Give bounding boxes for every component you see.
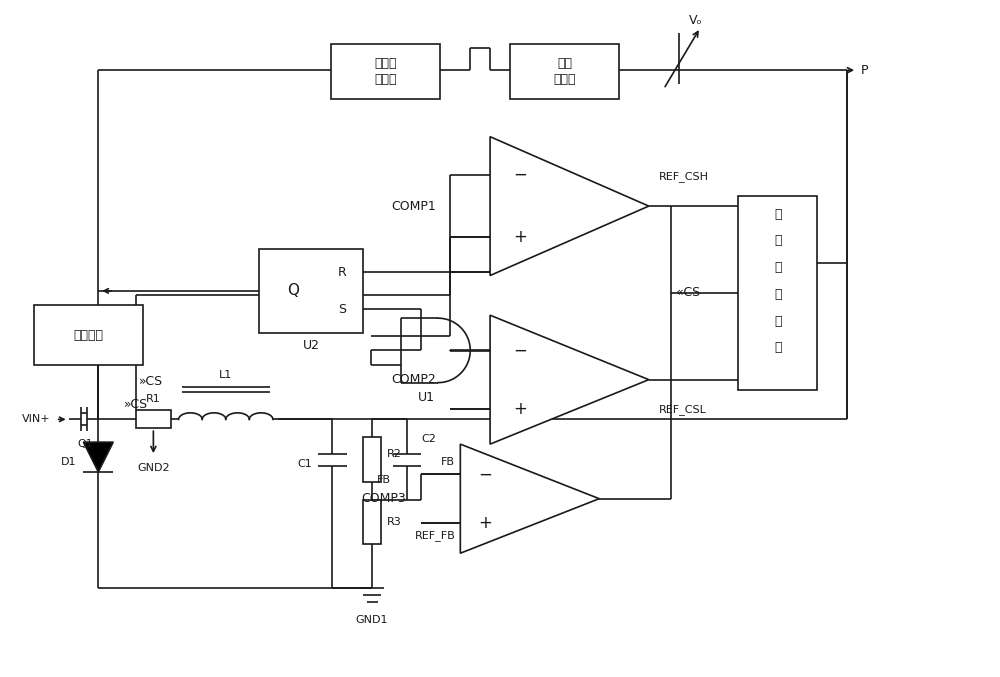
Text: COMP2: COMP2	[391, 373, 436, 386]
Text: −: −	[478, 465, 492, 483]
Polygon shape	[460, 444, 599, 553]
Text: »CS: »CS	[139, 375, 163, 388]
Text: COMP3: COMP3	[361, 492, 406, 505]
Bar	[363, 500, 381, 544]
Text: 电: 电	[774, 315, 781, 328]
Text: 驱动电路: 驱动电路	[73, 328, 103, 341]
Text: REF_CSH: REF_CSH	[659, 171, 709, 182]
Text: 加: 加	[774, 288, 781, 301]
Text: R3: R3	[387, 517, 402, 527]
Text: FB: FB	[441, 457, 455, 467]
Bar	[738, 196, 817, 389]
Text: 路: 路	[774, 341, 781, 355]
Text: −: −	[513, 166, 527, 184]
Text: R2: R2	[387, 449, 402, 459]
Text: 方波发: 方波发	[375, 58, 397, 70]
Text: 滤波器: 滤波器	[553, 73, 576, 86]
Text: C2: C2	[422, 434, 437, 444]
Text: Vₒ: Vₒ	[688, 14, 702, 27]
Text: GND2: GND2	[137, 463, 170, 473]
Text: COMP1: COMP1	[391, 200, 436, 213]
Text: +: +	[513, 228, 527, 246]
Text: U1: U1	[418, 391, 435, 404]
Text: +: +	[513, 399, 527, 418]
Text: S: S	[338, 303, 346, 316]
Text: C1: C1	[298, 459, 313, 469]
Text: »CS: »CS	[124, 398, 148, 411]
Text: «CS: «CS	[676, 286, 700, 299]
Text: FB: FB	[377, 475, 391, 485]
Bar	[136, 410, 171, 429]
Text: R: R	[338, 266, 347, 279]
Text: U2: U2	[303, 339, 320, 353]
Text: R1: R1	[146, 395, 161, 404]
Bar	[34, 305, 143, 365]
Text: P: P	[861, 64, 869, 77]
Text: D1: D1	[61, 457, 77, 467]
Text: −: −	[513, 342, 527, 359]
Bar	[510, 45, 619, 99]
Text: 叠: 叠	[774, 261, 781, 274]
Text: 低通: 低通	[557, 58, 572, 70]
Text: 压: 压	[774, 234, 781, 247]
Text: 生电路: 生电路	[375, 73, 397, 86]
Polygon shape	[83, 442, 113, 472]
Text: Q: Q	[287, 284, 299, 299]
Bar	[363, 437, 381, 482]
Text: Q1: Q1	[78, 439, 93, 449]
Text: VIN+: VIN+	[22, 414, 51, 424]
Bar	[331, 45, 440, 99]
Text: REF_FB: REF_FB	[415, 529, 455, 540]
Text: +: +	[478, 515, 492, 532]
Text: GND1: GND1	[356, 615, 388, 625]
Polygon shape	[490, 315, 649, 444]
Text: L1: L1	[219, 370, 232, 380]
Text: REF_CSL: REF_CSL	[659, 404, 707, 415]
Bar	[259, 248, 363, 333]
Text: 电: 电	[774, 208, 781, 221]
Polygon shape	[490, 137, 649, 276]
